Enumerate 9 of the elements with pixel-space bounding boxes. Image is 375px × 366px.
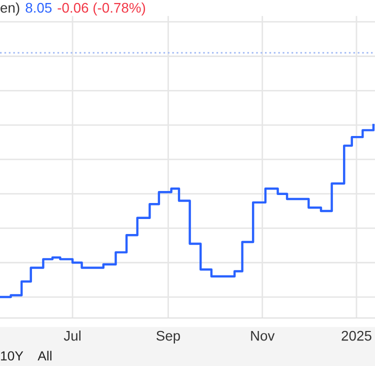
text: 8.05 [26,2,52,13]
x-tick-label: Nov [251,331,275,341]
text: en) [0,2,20,16]
x-tick-label: Sep [156,330,180,344]
text: 10Y [1,351,24,361]
x-tick-label: 2025 [342,330,372,341]
text: All [38,350,52,360]
x-tick-label: Jul [64,330,80,341]
text: -0.06 (-0.78%) [58,2,146,16]
